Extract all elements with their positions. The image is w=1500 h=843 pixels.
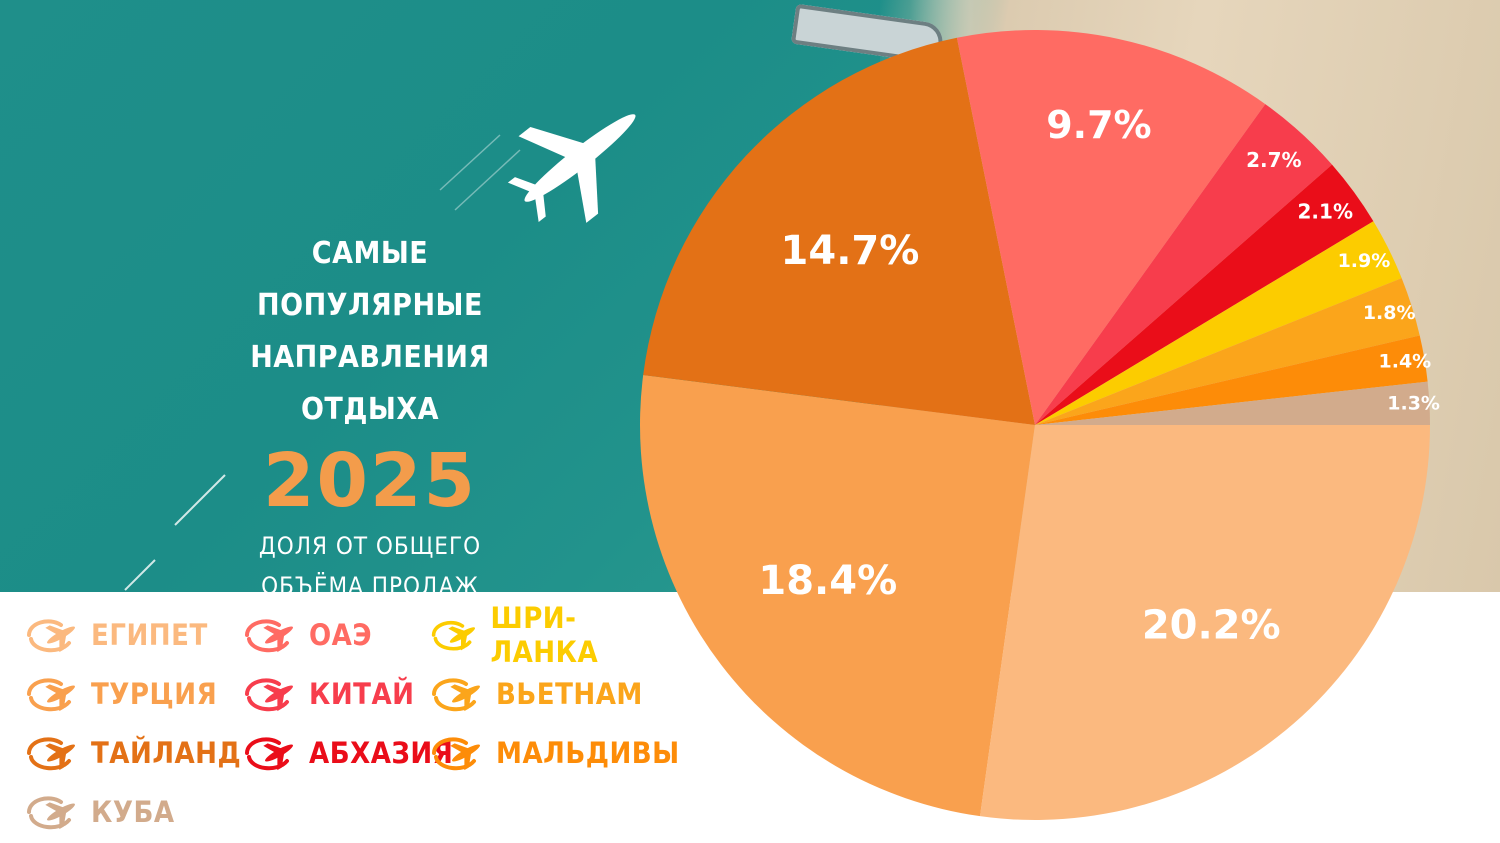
pie-slice-5 <box>1035 164 1374 426</box>
plane-globe-icon <box>27 619 75 653</box>
plane-globe-icon <box>245 678 293 712</box>
legend-item: КУБА <box>25 792 175 832</box>
pie-slice-9 <box>1035 381 1430 425</box>
legend-item: КИТАЙ <box>243 674 415 714</box>
legend-label: ТАЙЛАНД <box>91 736 242 770</box>
legend: ЕГИПЕТ ТУРЦИЯ <box>25 601 679 835</box>
legend-label: ВЬЕТНАМ <box>496 677 643 711</box>
legend-item: ОАЭ <box>243 615 372 655</box>
legend-label: КИТАЙ <box>309 677 415 711</box>
legend-label: ТУРЦИЯ <box>91 677 218 711</box>
legend-item: ВЬЕТНАМ <box>430 674 643 714</box>
plane-globe-icon <box>27 678 75 712</box>
pie-label-9: 1.3% <box>1387 393 1440 415</box>
legend-item: ЕГИПЕТ <box>25 615 208 655</box>
legend-item: ТУРЦИЯ <box>25 674 217 714</box>
pie-label-7: 1.8% <box>1363 302 1416 324</box>
title-line-3: ОТДЫХА <box>300 392 440 427</box>
pie-slice-2 <box>643 37 1035 425</box>
plane-globe-icon <box>431 621 476 651</box>
legend-item: МАЛЬДИВЫ <box>430 733 680 773</box>
pie-label-4: 2.7% <box>1246 148 1301 172</box>
subtitle-line-1: ДОЛЯ ОТ ОБЩЕГО <box>258 532 482 560</box>
pie-slice-6 <box>1035 221 1402 425</box>
pie-slice-1 <box>640 374 1035 817</box>
plane-globe-icon <box>432 737 480 771</box>
pie-slice-7 <box>1035 278 1420 425</box>
header-block: САМЫЕ ПОПУЛЯРНЫЕ НАПРАВЛЕНИЯ ОТДЫХА 2025… <box>140 228 600 606</box>
subtitle-line-2: ОБЪЁМА ПРОДАЖ <box>261 572 479 600</box>
pie-label-5: 2.1% <box>1298 199 1353 223</box>
pie-chart: 20.2% 18.4% 14.7% 9.7% 2.7% 2.1% 1.9% 1.8% 1.4% 1… <box>640 30 1440 820</box>
airplane-icon <box>507 114 636 223</box>
pie-label-6: 1.9% <box>1338 250 1391 272</box>
legend-item: ШРИ-ЛАНКА <box>430 601 665 669</box>
pie-label-2: 14.7% <box>781 228 920 274</box>
pie-slice-3 <box>956 30 1266 425</box>
pie-label-8: 1.4% <box>1379 350 1432 372</box>
legend-label: ШРИ-ЛАНКА <box>490 601 599 669</box>
legend-label: МАЛЬДИВЫ <box>496 736 680 770</box>
pie-label-0: 20.2% <box>1142 603 1281 649</box>
legend-label: ОАЭ <box>309 618 373 652</box>
pie-slice-0 <box>979 425 1430 820</box>
legend-item: АБХАЗИЯ <box>243 733 453 773</box>
plane-globe-icon <box>245 737 293 771</box>
legend-label: КУБА <box>91 795 175 829</box>
plane-globe-icon <box>27 796 75 830</box>
legend-label: ЕГИПЕТ <box>91 618 208 652</box>
pie-label-3: 9.7% <box>1046 103 1151 147</box>
pie-label-1: 18.4% <box>758 558 897 604</box>
plane-globe-icon <box>432 678 480 712</box>
plane-globe-icon <box>27 737 75 771</box>
title-line-2: ПОПУЛЯРНЫЕ НАПРАВЛЕНИЯ <box>250 288 490 375</box>
plane-globe-icon <box>245 619 293 653</box>
year-label: 2025 <box>263 438 477 524</box>
pie-slice-8 <box>1035 335 1428 425</box>
legend-label: АБХАЗИЯ <box>309 736 454 770</box>
pie-slice-4 <box>1035 104 1333 425</box>
decorative-lines <box>124 134 521 591</box>
title-line-1: САМЫЕ <box>311 236 429 271</box>
legend-item: ТАЙЛАНД <box>25 733 241 773</box>
